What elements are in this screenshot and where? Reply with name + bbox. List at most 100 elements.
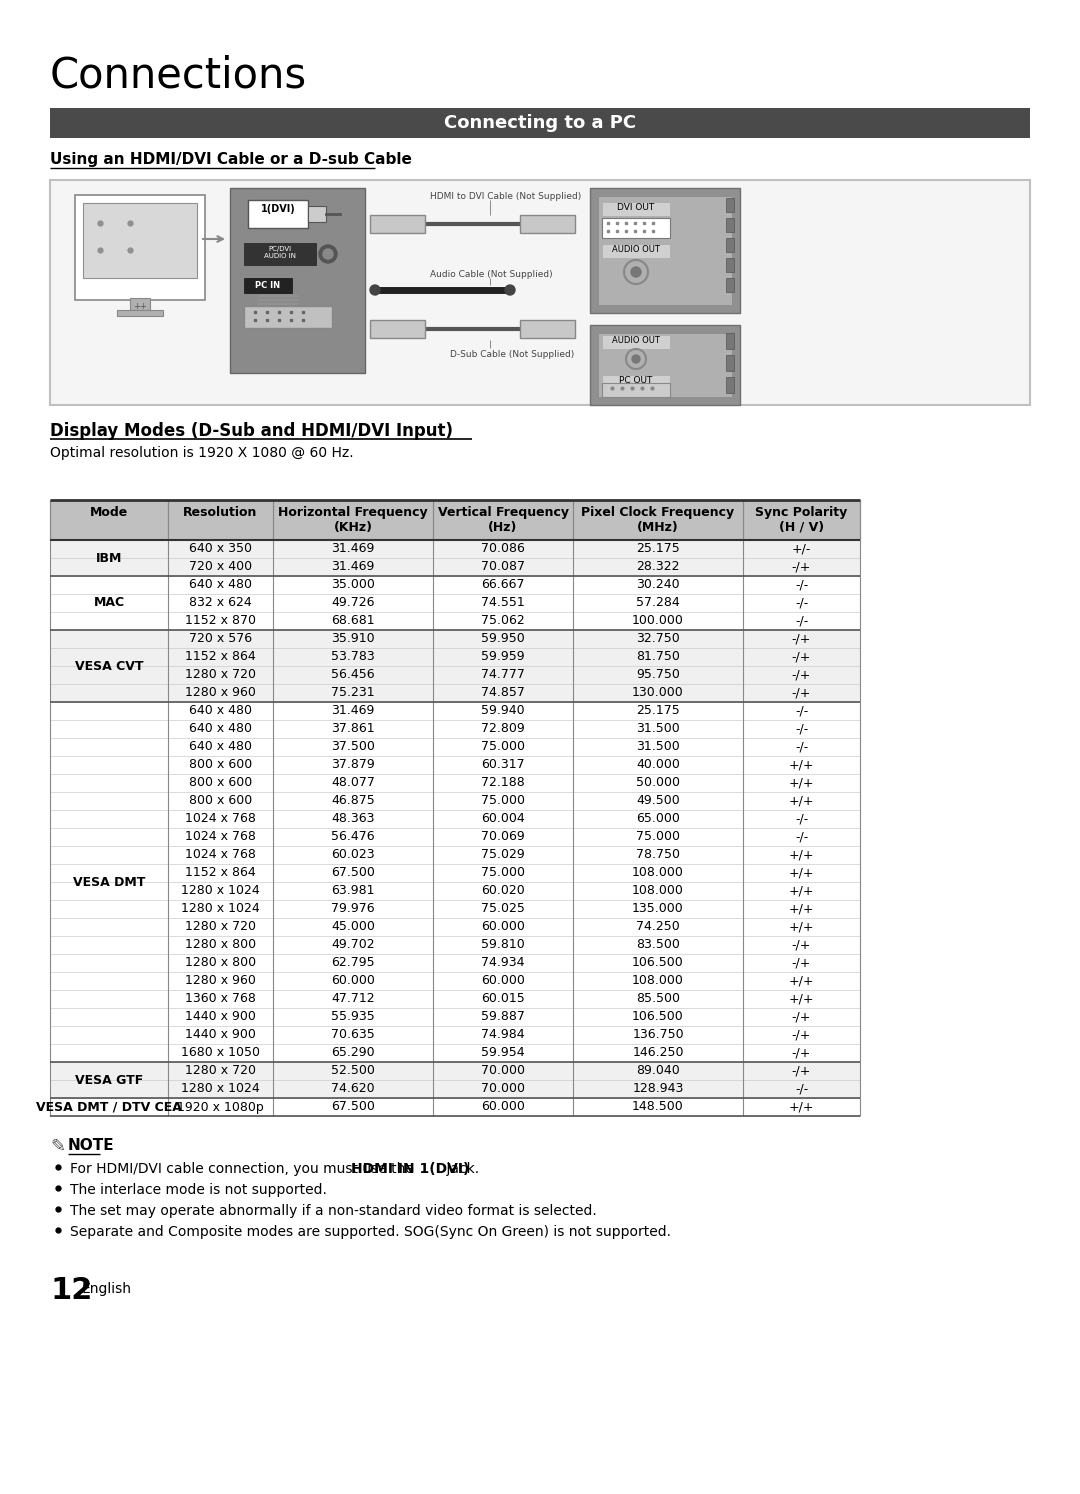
Bar xyxy=(726,199,734,212)
Circle shape xyxy=(319,245,337,263)
Bar xyxy=(244,244,316,264)
Text: 70.087: 70.087 xyxy=(481,560,525,574)
Bar xyxy=(258,311,298,314)
Text: 720 x 576: 720 x 576 xyxy=(189,632,252,645)
Text: 1440 x 900: 1440 x 900 xyxy=(185,1028,256,1041)
Text: 1280 x 720: 1280 x 720 xyxy=(185,920,256,934)
Text: 1440 x 900: 1440 x 900 xyxy=(185,1010,256,1023)
Text: 74.934: 74.934 xyxy=(482,956,525,970)
Text: 31.469: 31.469 xyxy=(332,542,375,556)
Text: VESA DMT: VESA DMT xyxy=(72,875,145,889)
Text: jack.: jack. xyxy=(442,1162,478,1176)
Text: 74.777: 74.777 xyxy=(481,668,525,681)
Bar xyxy=(726,218,734,232)
Text: IBM: IBM xyxy=(96,551,122,565)
Text: 50.000: 50.000 xyxy=(636,777,680,789)
Text: 1152 x 864: 1152 x 864 xyxy=(185,867,256,880)
Text: MAC: MAC xyxy=(94,596,124,610)
Text: -/+: -/+ xyxy=(792,1028,811,1041)
Bar xyxy=(590,326,740,405)
Text: -/+: -/+ xyxy=(792,560,811,574)
Text: 832 x 624: 832 x 624 xyxy=(189,596,252,610)
Text: English: English xyxy=(82,1282,132,1295)
Text: 59.887: 59.887 xyxy=(481,1010,525,1023)
Bar xyxy=(308,206,326,223)
Text: 47.712: 47.712 xyxy=(332,992,375,1005)
Bar xyxy=(258,303,298,305)
Text: 89.040: 89.040 xyxy=(636,1065,680,1077)
Text: HDMI IN 1(DVI): HDMI IN 1(DVI) xyxy=(351,1162,469,1176)
Text: -/-: -/- xyxy=(795,705,808,717)
Text: 59.810: 59.810 xyxy=(481,938,525,952)
Text: 800 x 600: 800 x 600 xyxy=(189,777,252,789)
Text: 60.004: 60.004 xyxy=(481,813,525,826)
Text: 48.077: 48.077 xyxy=(332,777,375,789)
Text: 59.940: 59.940 xyxy=(482,705,525,717)
Text: Audio Cable (Not Supplied): Audio Cable (Not Supplied) xyxy=(430,270,553,279)
Text: 66.667: 66.667 xyxy=(482,578,525,592)
Text: 1280 x 1024: 1280 x 1024 xyxy=(181,1083,260,1095)
Text: 65.000: 65.000 xyxy=(636,813,680,826)
Bar xyxy=(248,200,308,229)
Text: 75.062: 75.062 xyxy=(481,614,525,627)
Text: 1024 x 768: 1024 x 768 xyxy=(185,831,256,844)
Text: For HDMI/DVI cable connection, you must use the: For HDMI/DVI cable connection, you must … xyxy=(70,1162,418,1176)
Text: D-Sub Cable (Not Supplied): D-Sub Cable (Not Supplied) xyxy=(450,350,575,359)
Bar xyxy=(75,196,205,300)
Bar xyxy=(258,299,298,300)
Text: +/+: +/+ xyxy=(788,867,814,880)
Bar xyxy=(602,202,670,217)
Bar xyxy=(726,258,734,272)
Text: 1280 x 960: 1280 x 960 xyxy=(185,687,256,699)
Bar xyxy=(50,577,860,630)
Text: 46.875: 46.875 xyxy=(332,795,375,807)
Text: +/+: +/+ xyxy=(788,902,814,916)
Bar xyxy=(258,306,298,309)
Text: 72.809: 72.809 xyxy=(481,723,525,735)
Text: 57.284: 57.284 xyxy=(636,596,680,610)
Text: 1280 x 960: 1280 x 960 xyxy=(185,974,256,988)
Text: 40.000: 40.000 xyxy=(636,759,680,771)
Text: +/+: +/+ xyxy=(788,920,814,934)
Bar xyxy=(50,108,1030,137)
Text: 74.984: 74.984 xyxy=(482,1028,525,1041)
Text: Using an HDMI/DVI Cable or a D-sub Cable: Using an HDMI/DVI Cable or a D-sub Cable xyxy=(50,152,411,167)
Text: The set may operate abnormally if a non-standard video format is selected.: The set may operate abnormally if a non-… xyxy=(70,1204,597,1218)
Text: 75.025: 75.025 xyxy=(481,902,525,916)
Text: 45.000: 45.000 xyxy=(332,920,375,934)
Bar xyxy=(258,315,298,317)
Text: 79.976: 79.976 xyxy=(332,902,375,916)
Text: +/+: +/+ xyxy=(788,884,814,898)
Text: 60.000: 60.000 xyxy=(481,1101,525,1113)
Text: 1152 x 864: 1152 x 864 xyxy=(185,650,256,663)
Text: -/+: -/+ xyxy=(792,650,811,663)
Text: NOTE: NOTE xyxy=(68,1138,114,1153)
Text: AUDIO OUT: AUDIO OUT xyxy=(612,336,660,345)
Bar xyxy=(50,500,860,539)
Text: Pixel Clock Frequency
(MHz): Pixel Clock Frequency (MHz) xyxy=(581,506,734,533)
Bar xyxy=(244,306,332,329)
Text: 128.943: 128.943 xyxy=(632,1083,684,1095)
Text: -/-: -/- xyxy=(795,831,808,844)
Bar xyxy=(602,382,670,397)
Bar xyxy=(598,333,732,397)
Text: 49.702: 49.702 xyxy=(332,938,375,952)
Text: Sync Polarity
(H / V): Sync Polarity (H / V) xyxy=(755,506,848,533)
Text: 81.750: 81.750 xyxy=(636,650,680,663)
Text: HDMI to DVI Cable (Not Supplied): HDMI to DVI Cable (Not Supplied) xyxy=(430,193,581,202)
Text: 30.240: 30.240 xyxy=(636,578,679,592)
Bar xyxy=(50,702,860,1062)
Text: DVI OUT: DVI OUT xyxy=(618,203,654,212)
Text: Vertical Frequency
(Hz): Vertical Frequency (Hz) xyxy=(437,506,568,533)
Text: 60.000: 60.000 xyxy=(332,974,375,988)
Text: Horizontal Frequency
(KHz): Horizontal Frequency (KHz) xyxy=(279,506,428,533)
Text: 74.857: 74.857 xyxy=(481,687,525,699)
Text: 37.879: 37.879 xyxy=(332,759,375,771)
Text: -/+: -/+ xyxy=(792,1065,811,1077)
Text: +/+: +/+ xyxy=(788,1101,814,1113)
Text: 31.469: 31.469 xyxy=(332,705,375,717)
Text: 1024 x 768: 1024 x 768 xyxy=(185,813,256,826)
Text: 108.000: 108.000 xyxy=(632,974,684,988)
Text: VESA CVT: VESA CVT xyxy=(75,659,144,672)
Bar xyxy=(50,1062,860,1098)
